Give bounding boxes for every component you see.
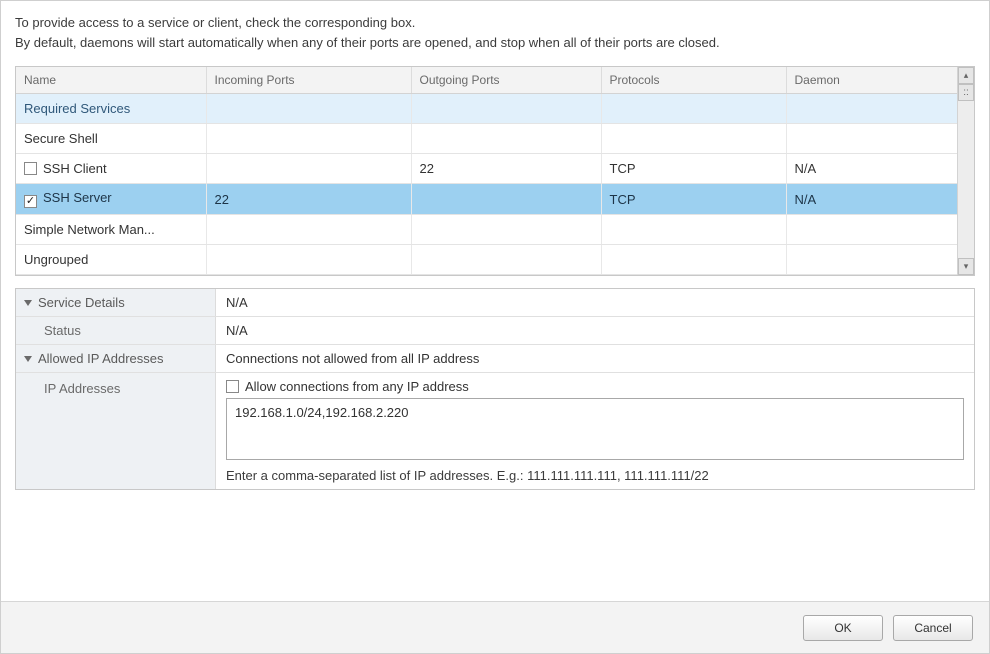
chevron-down-icon xyxy=(24,356,32,362)
scroll-up-icon[interactable]: ▴ xyxy=(958,67,974,84)
chevron-down-icon xyxy=(24,300,32,306)
cell-daemon xyxy=(786,245,974,275)
col-protocols[interactable]: Protocols xyxy=(601,67,786,94)
ip-addresses-cell: Allow connections from any IP address En… xyxy=(216,373,974,489)
group-name: Required Services xyxy=(16,94,206,124)
cell-protocols xyxy=(601,245,786,275)
intro-line2: By default, daemons will start automatic… xyxy=(15,33,975,53)
allow-any-row[interactable]: Allow connections from any IP address xyxy=(226,379,964,394)
col-name[interactable]: Name xyxy=(16,67,206,94)
col-outgoing[interactable]: Outgoing Ports xyxy=(411,67,601,94)
ip-addresses-textarea[interactable] xyxy=(226,398,964,460)
cell-protocols: TCP xyxy=(601,154,786,184)
service-details-value: N/A xyxy=(216,289,974,316)
cell-outgoing xyxy=(411,94,601,124)
service-details-label[interactable]: Service Details xyxy=(16,289,216,316)
col-daemon[interactable]: Daemon xyxy=(786,67,974,94)
intro-line1: To provide access to a service or client… xyxy=(15,13,975,33)
status-value: N/A xyxy=(216,317,974,344)
scroll-down-icon[interactable]: ▾ xyxy=(958,258,974,275)
cancel-button[interactable]: Cancel xyxy=(893,615,973,641)
cell-daemon xyxy=(786,94,974,124)
cell-incoming: 22 xyxy=(206,184,411,215)
ip-addresses-label: IP Addresses xyxy=(16,373,216,489)
details-panel: Service Details N/A Status N/A Allowed I… xyxy=(15,288,975,490)
service-name: SSH Server xyxy=(43,190,112,205)
table-row[interactable]: Ungrouped xyxy=(16,245,974,275)
group-name: Ungrouped xyxy=(16,245,206,275)
table-row[interactable]: Required Services xyxy=(16,94,974,124)
group-name: Secure Shell xyxy=(16,124,206,154)
cell-protocols xyxy=(601,124,786,154)
table-header-row: Name Incoming Ports Outgoing Ports Proto… xyxy=(16,67,974,94)
cell-outgoing xyxy=(411,124,601,154)
cell-outgoing xyxy=(411,215,601,245)
cell-incoming xyxy=(206,245,411,275)
allow-any-label: Allow connections from any IP address xyxy=(245,379,469,394)
cell-daemon: N/A xyxy=(786,154,974,184)
cell-outgoing: 22 xyxy=(411,154,601,184)
status-label: Status xyxy=(16,317,216,344)
table-row[interactable]: SSH Client 22TCPN/A xyxy=(16,154,974,184)
cell-protocols: TCP xyxy=(601,184,786,215)
table-row[interactable]: ✓ SSH Server 22 TCPN/A xyxy=(16,184,974,215)
cell-protocols xyxy=(601,94,786,124)
service-name: SSH Client xyxy=(43,161,107,176)
services-table-wrap: Name Incoming Ports Outgoing Ports Proto… xyxy=(15,66,975,276)
group-name: Simple Network Man... xyxy=(16,215,206,245)
allow-any-checkbox[interactable] xyxy=(226,380,239,393)
services-table: Name Incoming Ports Outgoing Ports Proto… xyxy=(16,67,974,275)
intro-text: To provide access to a service or client… xyxy=(15,13,975,52)
cell-daemon: N/A xyxy=(786,184,974,215)
cell-incoming xyxy=(206,215,411,245)
table-row[interactable]: Secure Shell xyxy=(16,124,974,154)
table-row[interactable]: Simple Network Man... xyxy=(16,215,974,245)
table-scrollbar[interactable]: ▴ :: ▾ xyxy=(957,67,974,275)
cell-daemon xyxy=(786,215,974,245)
cell-incoming xyxy=(206,154,411,184)
ok-button[interactable]: OK xyxy=(803,615,883,641)
cell-incoming xyxy=(206,124,411,154)
allowed-ip-label[interactable]: Allowed IP Addresses xyxy=(16,345,216,372)
cell-outgoing xyxy=(411,245,601,275)
scroll-grip-icon[interactable]: :: xyxy=(958,84,974,101)
service-checkbox[interactable] xyxy=(24,162,37,175)
service-checkbox[interactable]: ✓ xyxy=(24,195,37,208)
cell-protocols xyxy=(601,215,786,245)
cell-incoming xyxy=(206,94,411,124)
allowed-ip-value: Connections not allowed from all IP addr… xyxy=(216,345,974,372)
firewall-services-dialog: To provide access to a service or client… xyxy=(0,0,990,654)
dialog-footer: OK Cancel xyxy=(1,601,989,653)
ip-hint: Enter a comma-separated list of IP addre… xyxy=(226,468,964,483)
cell-daemon xyxy=(786,124,974,154)
col-incoming[interactable]: Incoming Ports xyxy=(206,67,411,94)
cell-outgoing xyxy=(411,184,601,215)
